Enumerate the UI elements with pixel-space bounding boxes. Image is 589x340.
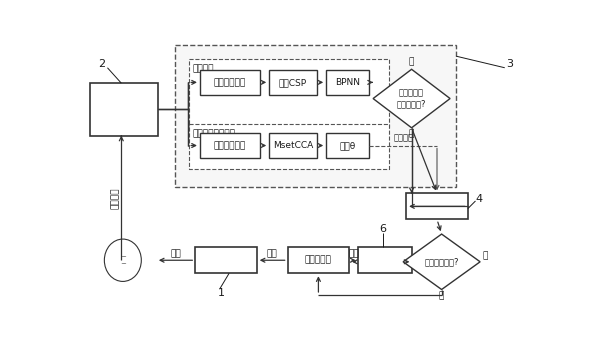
- Polygon shape: [373, 69, 450, 128]
- Text: 是: 是: [482, 251, 488, 260]
- Text: 运动想象: 运动想象: [193, 65, 214, 74]
- Text: 机器人模块: 机器人模块: [305, 256, 332, 265]
- FancyBboxPatch shape: [269, 70, 317, 95]
- Text: 否: 否: [439, 291, 444, 300]
- Text: 反馈: 反馈: [267, 249, 277, 258]
- FancyBboxPatch shape: [189, 59, 389, 127]
- Text: 3: 3: [507, 59, 514, 69]
- Text: 反馈: 反馈: [349, 249, 359, 258]
- Text: 是: 是: [409, 129, 414, 138]
- Text: 控制命令: 控制命令: [393, 133, 413, 142]
- Text: 否: 否: [409, 57, 414, 66]
- Text: 小波分解重构: 小波分解重构: [214, 78, 246, 87]
- FancyBboxPatch shape: [359, 247, 412, 273]
- Text: 左手、右手
双脚或舌头?: 左手、右手 双脚或舌头?: [397, 89, 426, 108]
- Text: 1: 1: [218, 288, 225, 299]
- Text: 刺激: 刺激: [170, 249, 181, 258]
- Ellipse shape: [104, 239, 141, 282]
- Text: 4: 4: [476, 194, 483, 204]
- FancyBboxPatch shape: [326, 70, 369, 95]
- Text: 稳态视觉诱发电位: 稳态视觉诱发电位: [193, 129, 236, 138]
- FancyBboxPatch shape: [406, 193, 468, 219]
- Text: 脑电信号: 脑电信号: [111, 187, 120, 209]
- FancyBboxPatch shape: [200, 133, 260, 158]
- Text: 优化CSP: 优化CSP: [279, 78, 307, 87]
- FancyBboxPatch shape: [326, 133, 369, 158]
- Text: BPNN: BPNN: [335, 78, 360, 87]
- Text: 人机共驾模式?: 人机共驾模式?: [424, 257, 459, 266]
- FancyBboxPatch shape: [200, 70, 260, 95]
- FancyBboxPatch shape: [175, 45, 456, 187]
- FancyBboxPatch shape: [269, 133, 317, 158]
- Text: 2: 2: [98, 59, 105, 69]
- Text: 6: 6: [379, 224, 386, 235]
- Text: MsetCCA: MsetCCA: [273, 141, 313, 150]
- FancyBboxPatch shape: [287, 247, 349, 273]
- Text: 小波阈値去噪: 小波阈値去噪: [214, 141, 246, 150]
- FancyBboxPatch shape: [195, 247, 257, 273]
- Text: 阈値θ: 阈値θ: [339, 141, 356, 150]
- Text: ~
~: ~ ~: [120, 254, 126, 267]
- Polygon shape: [403, 234, 480, 290]
- FancyBboxPatch shape: [189, 124, 389, 169]
- FancyBboxPatch shape: [91, 83, 158, 136]
